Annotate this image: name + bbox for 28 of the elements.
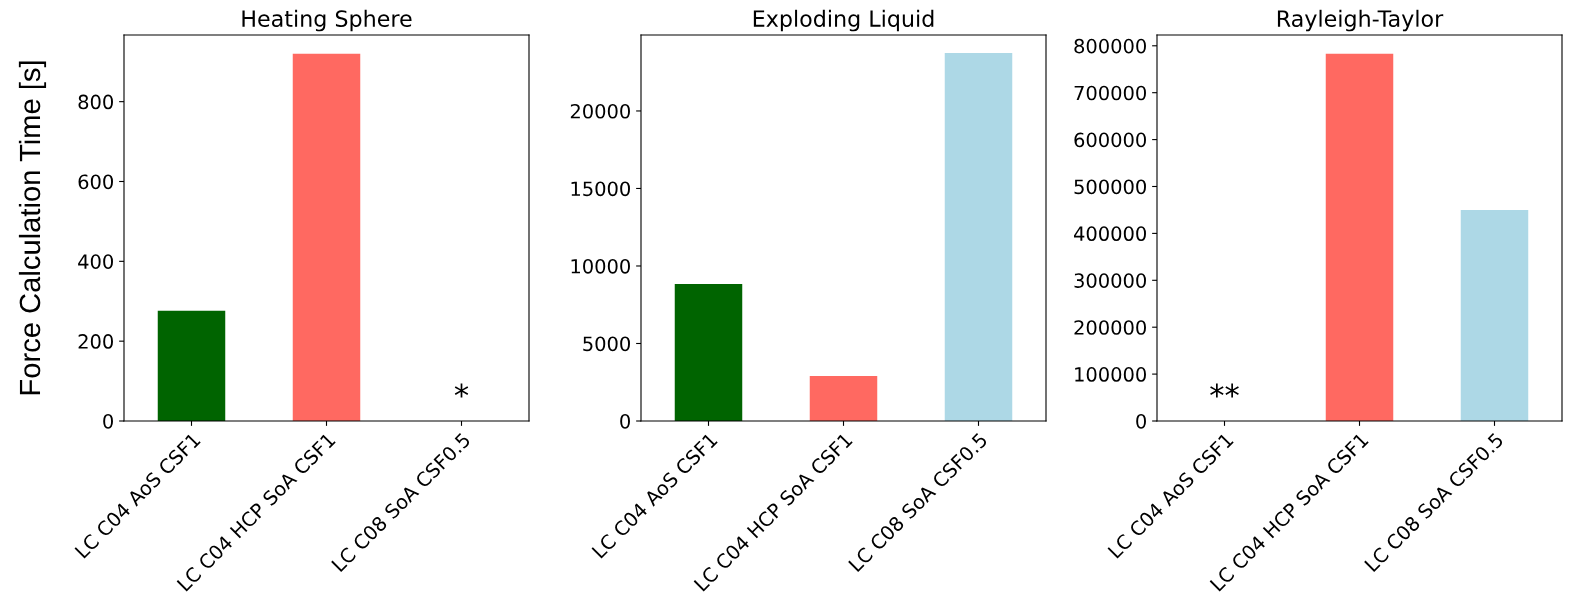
annotation: ** — [1210, 383, 1239, 398]
y-tick-label: 600000 — [1074, 132, 1146, 148]
y-tick-label: 200000 — [1074, 320, 1146, 335]
y-tick-label: 800 — [78, 94, 113, 110]
bar — [674, 283, 743, 421]
y-tick-label: 5000 — [583, 336, 630, 352]
chart-title: Heating Sphere — [242, 9, 412, 32]
y-tick-label: 0 — [620, 413, 630, 429]
y-tick-label: 600 — [78, 174, 113, 190]
y-tick-label: 700000 — [1074, 85, 1146, 101]
bar — [809, 376, 878, 421]
y-tick-label: 200 — [78, 334, 113, 349]
y-tick-label: 15000 — [571, 181, 630, 197]
chart-title: Rayleigh-Taylor — [1277, 9, 1444, 32]
y-axis-title: Force Calculation Time [s] — [18, 61, 47, 395]
chart-title: Exploding Liquid — [753, 9, 934, 32]
y-tick-label: 10000 — [571, 258, 630, 274]
y-tick-label: 0 — [1136, 413, 1146, 429]
y-tick-label: 100000 — [1075, 367, 1146, 382]
annotation: * — [454, 383, 469, 398]
y-tick-label: 500000 — [1074, 179, 1146, 195]
y-tick-label: 800000 — [1074, 38, 1146, 54]
y-tick-label: 300000 — [1074, 273, 1146, 288]
y-tick-label: 400 — [78, 254, 113, 269]
y-tick-label: 0 — [103, 413, 113, 429]
y-tick-label: 400000 — [1074, 226, 1146, 242]
bar — [944, 52, 1013, 421]
y-tick-label: 20000 — [570, 103, 630, 119]
